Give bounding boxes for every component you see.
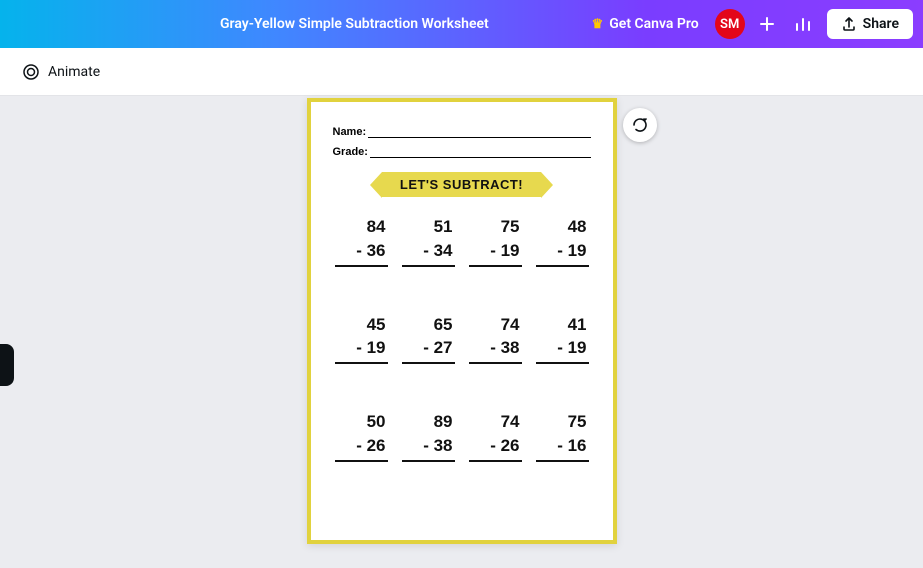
problem[interactable]: 74- 38 — [469, 313, 522, 365]
plus-icon — [758, 15, 776, 33]
problem[interactable]: 48- 19 — [536, 215, 589, 267]
name-field[interactable]: Name: — [333, 126, 591, 138]
grade-underline — [370, 146, 591, 158]
problem[interactable]: 65- 27 — [402, 313, 455, 365]
context-toolbar: Animate — [0, 48, 923, 96]
problem[interactable]: 41- 19 — [536, 313, 589, 365]
get-canva-pro-button[interactable]: ♛ Get Canva Pro — [580, 10, 711, 38]
problem[interactable]: 75- 19 — [469, 215, 522, 267]
title-banner[interactable]: LET'S SUBTRACT! — [382, 172, 541, 197]
crown-icon: ♛ — [592, 17, 604, 32]
problem[interactable]: 89- 38 — [402, 410, 455, 462]
side-panel-handle[interactable] — [0, 344, 14, 386]
problems-grid: 84- 36 51- 34 75- 19 48- 19 45- 19 65- 2… — [333, 215, 591, 462]
get-pro-label: Get Canva Pro — [609, 16, 698, 32]
problem[interactable]: 84- 36 — [335, 215, 388, 267]
comment-fab[interactable] — [623, 108, 657, 142]
problem[interactable]: 50- 26 — [335, 410, 388, 462]
problem[interactable]: 74- 26 — [469, 410, 522, 462]
avatar[interactable]: SM — [715, 9, 745, 39]
problem[interactable]: 51- 34 — [402, 215, 455, 267]
share-button[interactable]: Share — [827, 9, 913, 39]
worksheet-page[interactable]: Name: Grade: LET'S SUBTRACT! 84- 36 51- … — [307, 98, 617, 544]
animate-icon — [22, 63, 40, 81]
sparkle-refresh-icon — [630, 115, 650, 135]
add-member-button[interactable] — [749, 6, 785, 42]
problem[interactable]: 75- 16 — [536, 410, 589, 462]
name-label: Name: — [333, 126, 367, 138]
canvas-area[interactable]: Name: Grade: LET'S SUBTRACT! 84- 36 51- … — [0, 96, 923, 568]
animate-button[interactable]: Animate — [14, 57, 108, 87]
insights-button[interactable] — [785, 6, 821, 42]
animate-label: Animate — [48, 64, 100, 80]
chart-icon — [794, 15, 812, 33]
share-label: Share — [863, 16, 899, 32]
problem[interactable]: 45- 19 — [335, 313, 388, 365]
upload-icon — [841, 16, 857, 32]
grade-label: Grade: — [333, 146, 368, 158]
titlebar: Gray-Yellow Simple Subtraction Worksheet… — [0, 0, 923, 48]
document-title[interactable]: Gray-Yellow Simple Subtraction Worksheet — [220, 16, 489, 32]
grade-field[interactable]: Grade: — [333, 146, 591, 158]
name-underline — [368, 126, 590, 138]
